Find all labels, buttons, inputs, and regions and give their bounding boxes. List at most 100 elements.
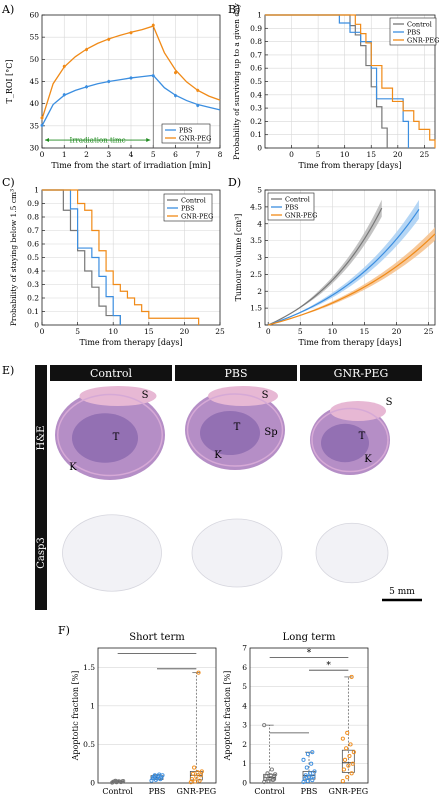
data-point (308, 771, 313, 776)
y-tick-label: 0.8 (27, 213, 39, 222)
growth-curve-control (267, 207, 383, 326)
category-label: Control (254, 787, 285, 796)
legend-entry: PBS (285, 204, 299, 212)
category-label: PBS (301, 787, 318, 796)
x-tick-label: 10 (328, 327, 338, 336)
he-tumour-region (72, 413, 138, 463)
x-tick-label: 1 (62, 150, 67, 159)
x-tick-label: 20 (180, 327, 190, 336)
y-tick-label: 0.2 (27, 294, 39, 303)
data-point (62, 93, 66, 97)
chart-b-survival: 0 5 10 15 20 25 0 0.1 0.2 0.3 0.4 0.5 0.6 0.7 0.8 0.9 1 T… (232, 2, 439, 170)
x-axis-label: Time from therapy [days] (79, 338, 182, 347)
data-point (174, 71, 177, 75)
growth-curve-gnrpeg (268, 233, 436, 326)
panel-label-a: A) (1, 3, 14, 16)
data-point (199, 769, 204, 774)
category-label: GNR-PEG (328, 787, 368, 796)
x-tick-label: 5 (316, 150, 321, 159)
data-point (113, 778, 118, 783)
data-point (196, 88, 200, 92)
y-tick-label: 0.5 (83, 740, 95, 749)
row-he-bg (35, 383, 47, 493)
y-tick-label: 0.6 (27, 240, 39, 249)
data-point (107, 80, 111, 83)
y-tick-label: 1.5 (83, 663, 95, 672)
data-point (62, 64, 66, 68)
legend-entry: PBS (179, 127, 193, 135)
x-tick-label: 20 (393, 150, 403, 159)
y-tick-label: 7 (242, 644, 247, 653)
x-tick-label: 20 (392, 327, 402, 336)
y-tick-label: 2.5 (250, 270, 262, 279)
irradiation-label: Irradiation time (69, 137, 125, 145)
data-point (189, 777, 194, 782)
y-tick-label: 0.3 (250, 104, 262, 113)
data-point (304, 765, 309, 770)
data-point (302, 777, 307, 782)
tissue-label: K (364, 454, 372, 465)
arrow-head-right (146, 138, 151, 143)
x-axis-label: Time from therapy [days] (298, 338, 401, 347)
data-point (311, 774, 316, 779)
data-point (85, 85, 88, 89)
data-point (305, 752, 310, 757)
data-point (341, 767, 346, 772)
data-point (349, 771, 354, 776)
casp3-section (62, 514, 162, 592)
data-point (192, 765, 197, 770)
significance-mark: * (326, 661, 331, 671)
y-tick-label: 4 (257, 219, 262, 228)
x-tick-label: 0 (40, 327, 45, 336)
y-tick-label: 0.4 (250, 90, 262, 99)
he-outline (57, 393, 163, 477)
casp3-section (315, 522, 389, 584)
plot-frame (249, 647, 369, 784)
tissue-label: S (386, 397, 393, 408)
y-tick-label: 0.1 (250, 130, 262, 139)
he-skin-region (208, 386, 278, 406)
y-tick-label: 1 (242, 759, 247, 768)
arrow-head-left (45, 138, 49, 143)
x-tick-label: 7 (195, 150, 200, 159)
tissue-label: S (142, 390, 149, 401)
y-tick-label: 5 (242, 682, 247, 691)
x-tick-label: 25 (424, 327, 434, 336)
data-point (268, 773, 273, 778)
he-outline (186, 393, 284, 467)
y-axis-label: T_ROI [°C] (5, 60, 14, 104)
x-tick-label: 8 (218, 150, 223, 159)
tissue-label: T (359, 431, 366, 442)
tissue-label: K (214, 450, 222, 461)
y-tick-label: 5 (257, 186, 262, 195)
y-tick-label: 50 (29, 55, 39, 64)
y-tick-label: 0 (242, 779, 247, 788)
step-line-control (42, 189, 121, 325)
data-point (348, 742, 353, 747)
y-tick-label: 0.2 (250, 117, 262, 126)
data-point (312, 769, 317, 774)
data-point (265, 771, 270, 776)
data-point (345, 775, 350, 780)
legend-entry: Control (407, 21, 432, 29)
row-label-casp3: Casp3 (36, 537, 47, 569)
data-point (195, 770, 200, 775)
x-tick-label: 5 (298, 327, 303, 336)
category-label: GNR-PEG (176, 787, 216, 796)
data-point (351, 750, 356, 755)
tissue-label: T (113, 432, 120, 443)
y-tick-label: 0.9 (250, 24, 262, 33)
data-point (197, 778, 202, 783)
y-axis-label: Apoptotic fraction [%] (71, 671, 80, 762)
box (341, 749, 355, 773)
data-point (269, 767, 274, 772)
data-point (345, 730, 350, 735)
chart-title: Short term (129, 632, 185, 643)
y-axis-label: Apoptotic fraction [%] (223, 671, 232, 762)
x-tick-label: 0 (266, 327, 271, 336)
data-point (129, 76, 133, 80)
data-point (198, 773, 203, 778)
data-point (309, 761, 314, 766)
y-tick-label: 0.6 (250, 64, 262, 73)
